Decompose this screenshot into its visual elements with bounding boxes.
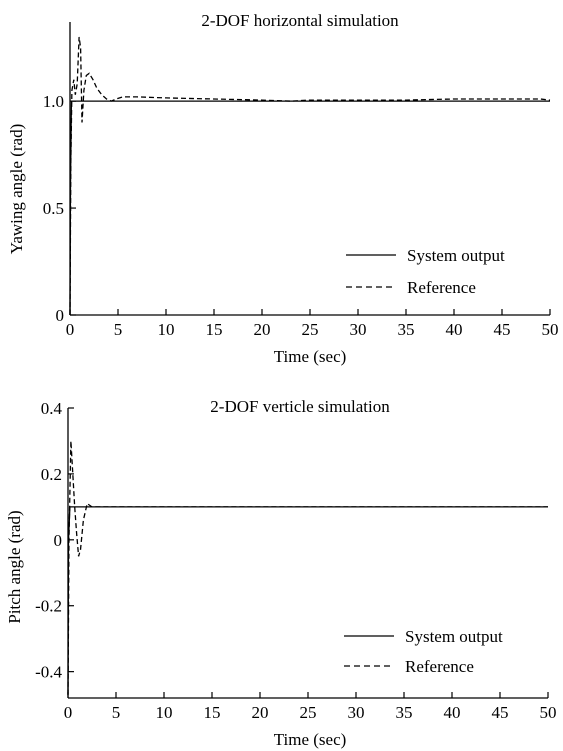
plot-area: 0 5 10 15 20 25 30 35 40 45 50 0 0.5 1.0 <box>43 22 559 339</box>
chart-title: 2-DOF horizontal simulation <box>201 11 399 30</box>
y-tick-label: 1.0 <box>43 92 64 111</box>
x-tick-label: 15 <box>204 703 221 722</box>
legend-label-reference: Reference <box>405 657 474 676</box>
y-tick-label: -0.2 <box>35 597 62 616</box>
x-tick-label: 10 <box>156 703 173 722</box>
x-tick-label: 10 <box>158 320 175 339</box>
y-tick-label: -0.4 <box>35 663 62 682</box>
chart-title: 2-DOF verticle simulation <box>210 397 390 416</box>
y-axis-title: Pitch angle (rad) <box>5 510 24 623</box>
legend-label-system-output: System output <box>405 627 503 646</box>
x-tick-label: 45 <box>494 320 511 339</box>
verticle-simulation-chart: 2-DOF verticle simulation Pitch angle (r… <box>5 397 557 749</box>
x-tick-label: 50 <box>540 703 557 722</box>
x-tick-label: 30 <box>348 703 365 722</box>
series-line-system-output <box>69 100 550 316</box>
y-tick-label: 0.2 <box>41 465 62 484</box>
x-tick-label: 5 <box>112 703 121 722</box>
x-tick-label: 0 <box>64 703 73 722</box>
x-tick-label: 5 <box>114 320 123 339</box>
x-tick-label: 35 <box>398 320 415 339</box>
series-line-reference <box>69 36 551 316</box>
x-tick-label: 40 <box>444 703 461 722</box>
x-tick-label: 0 <box>66 320 75 339</box>
legend: System output Reference <box>346 246 505 297</box>
x-tick-label: 25 <box>302 320 319 339</box>
series-line-reference <box>67 440 548 695</box>
x-tick-label: 45 <box>492 703 509 722</box>
y-tick-label: 0.5 <box>43 199 64 218</box>
x-tick-label: 15 <box>206 320 223 339</box>
legend-label-system-output: System output <box>407 246 505 265</box>
x-tick-label: 30 <box>350 320 367 339</box>
series-line-system-output <box>67 506 548 695</box>
x-tick-label: 25 <box>300 703 317 722</box>
x-tick-label: 20 <box>254 320 271 339</box>
x-tick-label: 50 <box>542 320 559 339</box>
legend-label-reference: Reference <box>407 278 476 297</box>
x-tick-label: 20 <box>252 703 269 722</box>
y-axis-title: Yawing angle (rad) <box>7 124 26 254</box>
x-axis-title: Time (sec) <box>274 347 347 366</box>
plot-area: 0 5 10 15 20 25 30 35 40 45 50 -0.4 -0.2 0 0.2 0.4 <box>35 399 556 722</box>
legend: System output Reference <box>344 627 503 676</box>
x-tick-label: 35 <box>396 703 413 722</box>
x-axis-title: Time (sec) <box>274 730 347 749</box>
horizontal-simulation-chart: 2-DOF horizontal simulation Yawing angle… <box>7 11 559 366</box>
x-tick-label: 40 <box>446 320 463 339</box>
y-tick-label: 0 <box>56 306 65 325</box>
y-tick-label: 0.4 <box>41 399 63 418</box>
y-tick-label: 0 <box>54 531 63 550</box>
